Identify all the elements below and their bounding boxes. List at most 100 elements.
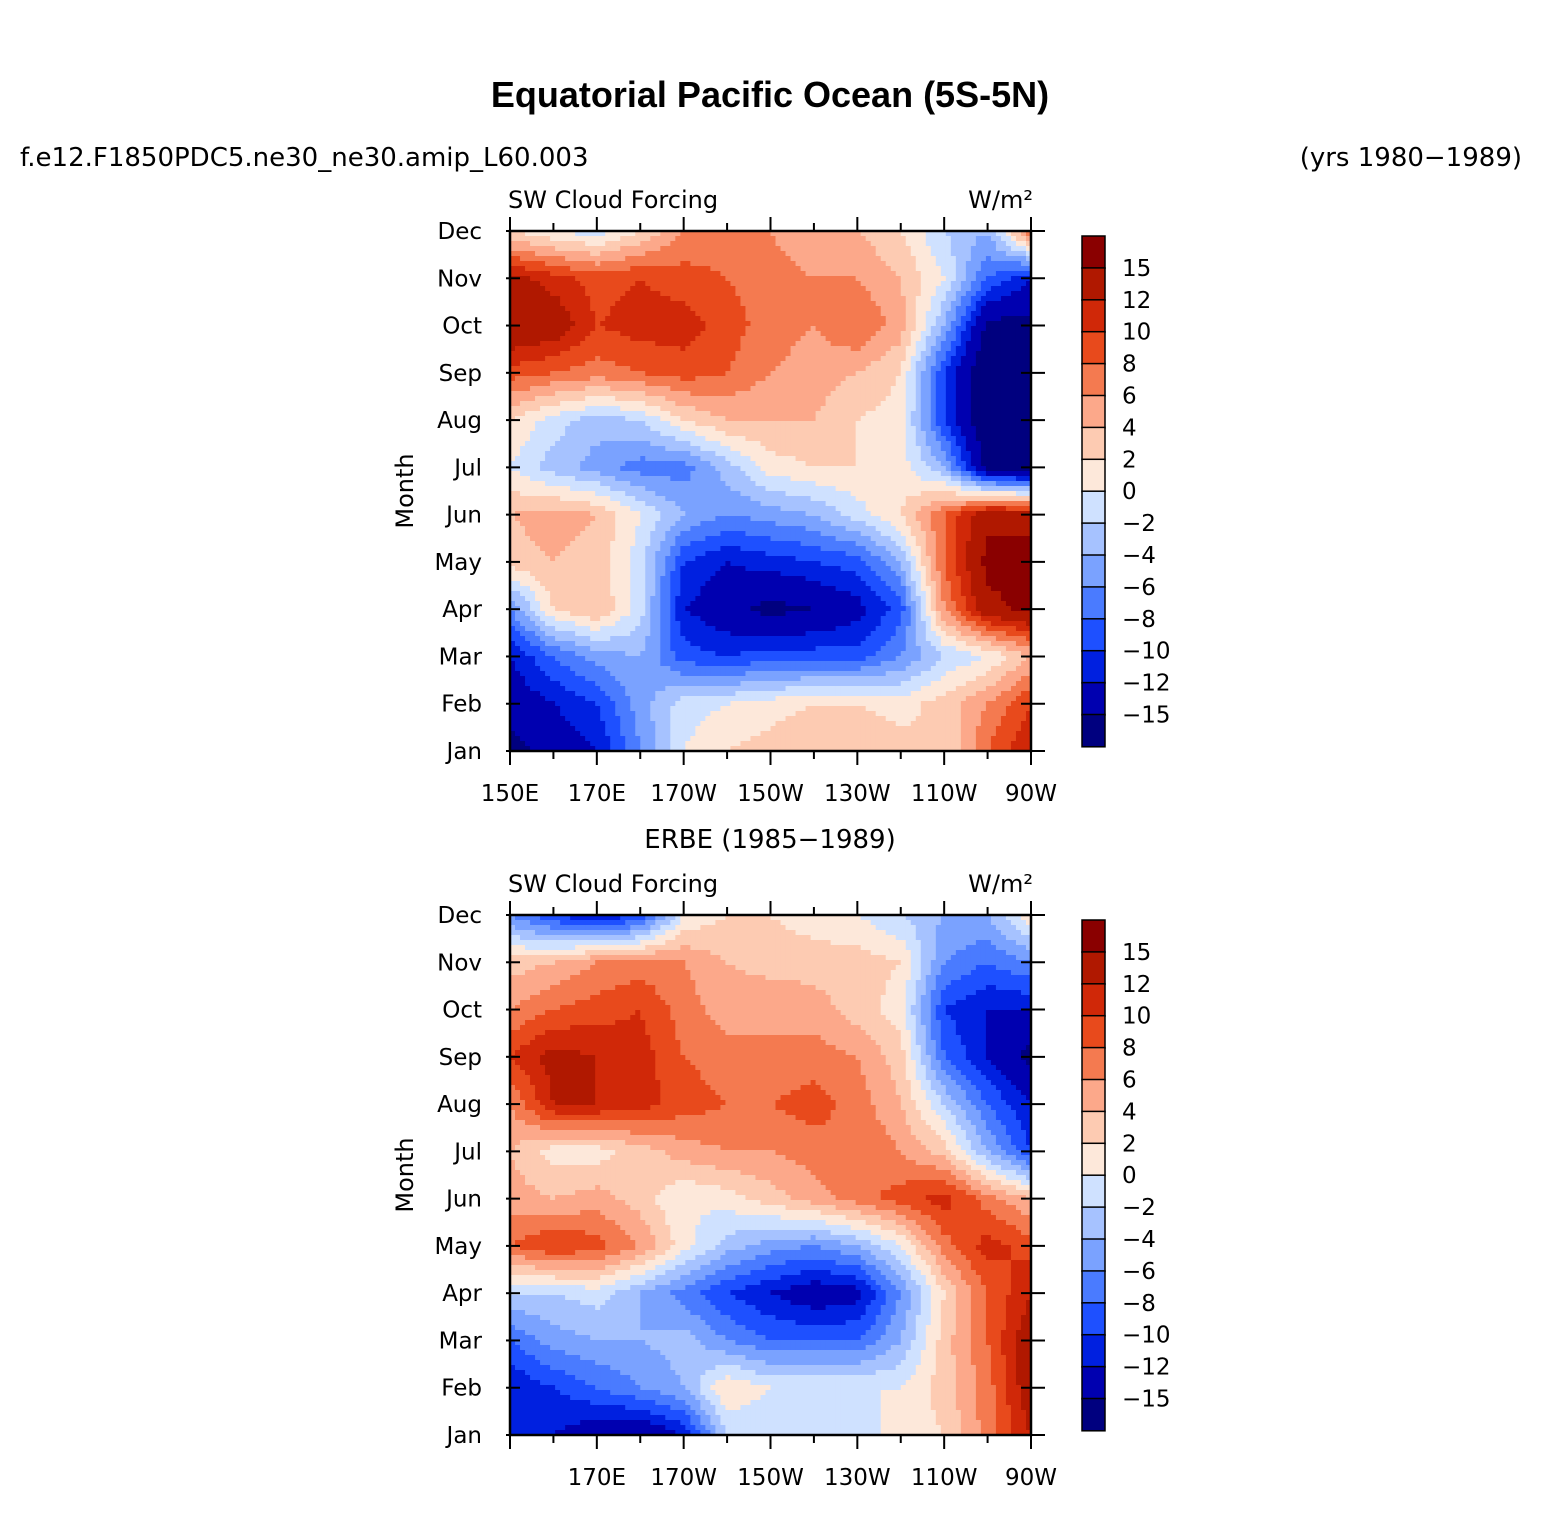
heat-cell [971,331,977,337]
heat-cell [680,336,686,342]
heat-cell [600,291,606,297]
heat-cell [605,306,611,312]
heat-cell [866,341,872,347]
heat-cell [951,316,957,322]
heat-cell [665,296,671,302]
heat-cell [650,316,656,322]
heat-cell [901,276,907,282]
heat-cell [861,271,867,277]
heat-cell [816,261,822,267]
heat-cell [610,311,616,317]
heat-cell [811,271,817,277]
heat-cell [776,241,782,247]
heat-cell [921,301,927,307]
heat-cell [901,271,907,277]
heat-cell [966,296,972,302]
heat-cell [961,251,967,257]
heat-cell [891,291,897,297]
heat-cell [861,241,867,247]
heat-cell [680,326,686,332]
heat-cell [675,246,681,252]
heat-cell [610,266,616,272]
heat-cell [595,291,601,297]
heat-cell [730,281,736,287]
heat-cell [550,326,556,332]
heat-cell [991,266,997,272]
heat-cell [680,351,686,357]
heat-cell [750,301,756,307]
heat-cell [886,306,892,312]
heat-cell [956,236,962,242]
heat-cell [786,276,792,282]
heat-cell [550,286,556,292]
heat-cell [991,286,997,292]
heat-cell [851,256,857,262]
heat-cell [991,296,997,302]
heat-cell [846,276,852,282]
heat-cell [846,341,852,347]
heat-cell [891,266,897,272]
heat-cell [866,256,872,262]
heat-cell [851,306,857,312]
heat-cell [986,341,992,347]
heat-cell [715,331,721,337]
heat-cell [916,341,922,347]
heat-cell [645,351,651,357]
heat-cell [530,266,536,272]
heat-cell [876,316,882,322]
heat-cell [520,356,526,362]
heat-cell [635,306,641,312]
heat-cell [580,326,586,332]
heat-cell [755,301,761,307]
heat-cell [936,311,942,317]
heat-cell [525,301,531,307]
heat-cell [615,251,621,257]
heat-cell [705,241,711,247]
heat-cell [760,321,766,327]
heat-cell [831,281,837,287]
heat-cell [816,291,822,297]
heat-cell [640,311,646,317]
heat-cell [555,341,561,347]
heat-cell [1021,281,1027,287]
heat-cell [811,341,817,347]
heat-cell [590,346,596,352]
heat-cell [520,316,526,322]
heat-cell [1011,351,1017,357]
heat-cell [710,266,716,272]
heat-cell [765,271,771,277]
heat-cell [705,356,711,362]
heat-cell [720,256,726,262]
heat-cell [565,246,571,252]
heat-cell [946,351,952,357]
heat-cell [821,246,827,252]
heat-cell [846,281,852,287]
heat-cell [630,341,636,347]
heat-cell [570,316,576,322]
heat-cell [670,236,676,242]
heat-cell [615,301,621,307]
heat-cell [585,316,591,322]
heat-cell [570,326,576,332]
heat-cell [946,276,952,282]
heat-cell [906,266,912,272]
heat-cell [981,346,987,352]
heat-cell [896,326,902,332]
heat-cell [655,316,661,322]
heat-cell [705,301,711,307]
heat-cell [911,306,917,312]
heat-cell [560,266,566,272]
heat-cell [1011,336,1017,342]
heat-cell [535,306,541,312]
heat-cell [625,271,631,277]
heat-cell [595,256,601,262]
heat-cell [861,331,867,337]
heat-cell [690,281,696,287]
heat-cell [921,241,927,247]
heat-cell [640,266,646,272]
heat-cell [891,251,897,257]
heat-cell [1021,266,1027,272]
heat-cell [1021,286,1027,292]
heat-cell [520,281,526,287]
heat-cell [771,241,777,247]
